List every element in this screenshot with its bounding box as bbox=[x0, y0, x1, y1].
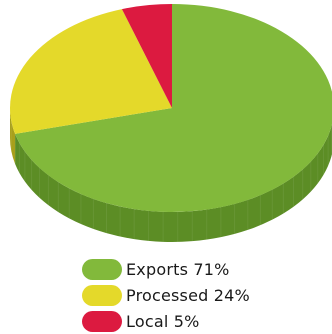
legend-item-local: Local 5% bbox=[82, 308, 250, 334]
pie-wall-exports bbox=[15, 123, 332, 242]
legend: Exports 71% Processed 24% Local 5% bbox=[82, 256, 250, 334]
pie-chart bbox=[9, 4, 332, 242]
pie-walls bbox=[10, 108, 332, 242]
legend-swatch-local bbox=[82, 310, 122, 332]
pie-slice-processed bbox=[9, 9, 173, 134]
pie-wall-processed bbox=[10, 108, 16, 164]
legend-label-exports: Exports 71% bbox=[126, 259, 230, 279]
legend-label-local: Local 5% bbox=[126, 311, 200, 331]
legend-label-processed: Processed 24% bbox=[126, 285, 250, 305]
pie-slice-exports bbox=[15, 4, 332, 212]
legend-item-exports: Exports 71% bbox=[82, 256, 250, 282]
pie-slices bbox=[9, 4, 332, 212]
legend-swatch-processed bbox=[82, 284, 122, 306]
pie-slice-local bbox=[121, 4, 172, 108]
legend-swatch-exports bbox=[82, 258, 122, 280]
legend-item-processed: Processed 24% bbox=[82, 282, 250, 308]
